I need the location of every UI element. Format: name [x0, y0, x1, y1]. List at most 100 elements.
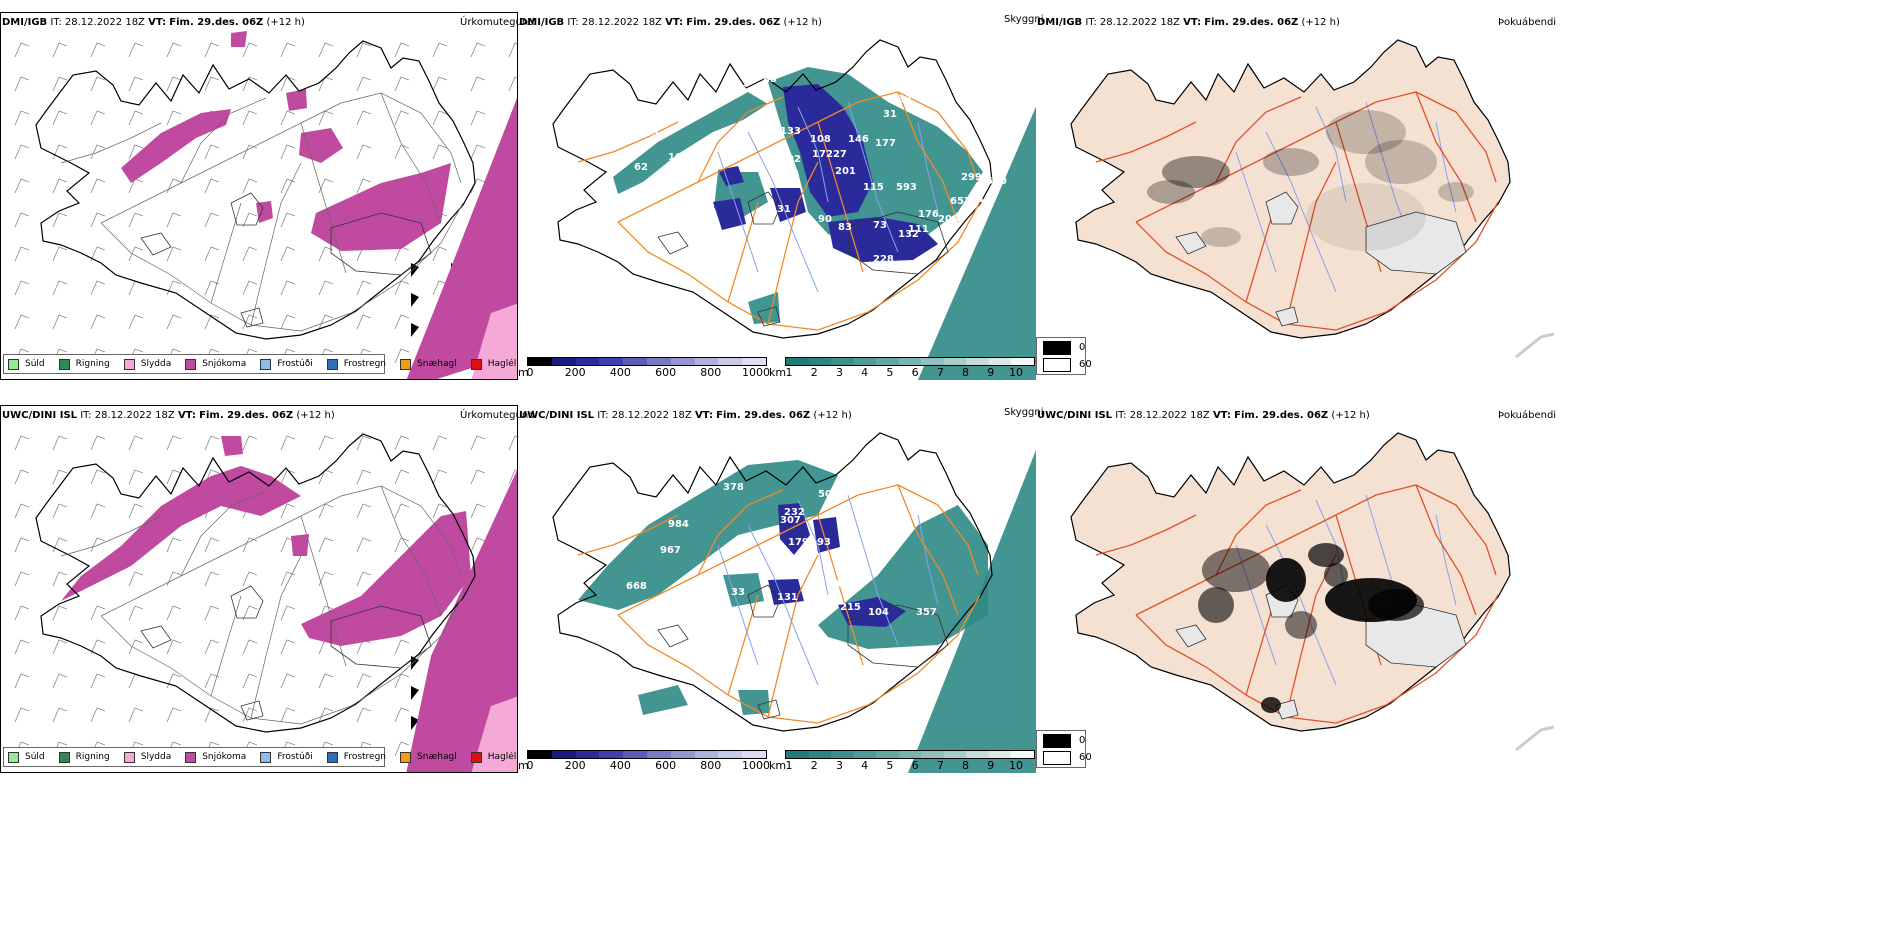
precip-map-dmi	[14, 31, 517, 379]
ceiling-label: 132	[898, 229, 919, 240]
precip-map-uwc	[14, 433, 517, 772]
fog-area	[1266, 558, 1306, 602]
colorbar-segment	[1011, 358, 1035, 365]
wind-barb	[128, 469, 144, 485]
colorbar-segment	[921, 751, 944, 758]
wind-barb	[394, 76, 410, 92]
wind-barb	[242, 639, 258, 655]
iceland-coastline	[35, 40, 476, 340]
wind-barb	[318, 435, 334, 451]
sleet-area	[471, 696, 517, 772]
colorbar-tick: 1	[785, 366, 793, 379]
ceiling-label: 62	[634, 162, 648, 173]
wind-barb	[14, 212, 30, 228]
precip-type-panel-dmi: Súld Rigning Slydda Snjókoma Frostúði Frostre…	[0, 12, 518, 380]
legend-label: Haglél	[487, 359, 517, 369]
fog-area	[1365, 140, 1437, 184]
road-line	[380, 485, 442, 617]
colorbar-segment	[943, 358, 967, 365]
wind-barb	[356, 571, 372, 587]
glacier-outline	[1365, 211, 1467, 275]
legend-swatch	[260, 358, 272, 370]
wind-barb	[128, 503, 144, 519]
fog-area	[1438, 182, 1474, 202]
colorbar-tick: 4	[861, 759, 869, 772]
wind-barb	[470, 178, 486, 194]
wind-barb	[128, 42, 144, 58]
ceiling-label: 104	[868, 607, 889, 618]
wind-barb	[280, 42, 296, 58]
colorbar-segment	[742, 358, 766, 365]
low-visibility-area	[613, 92, 768, 194]
glacier-outline	[140, 625, 172, 649]
colorbar-segment	[831, 751, 854, 758]
legend-swatch	[400, 751, 412, 763]
road-line	[300, 122, 347, 274]
wind-barb	[318, 178, 334, 194]
visibility-colorbar-2	[785, 750, 1035, 759]
colorbar-segment	[670, 358, 695, 365]
river-line	[1265, 524, 1337, 686]
precip-header-dmi: DMI/IGB IT: 28.12.2022 18Z VT: Fim. 29.d…	[2, 17, 305, 28]
colorbar-segment	[575, 358, 600, 365]
colorbar-tick: 800	[700, 759, 722, 772]
wind-barb	[14, 314, 30, 330]
precip-header-uwc: UWC/DINI ISL IT: 28.12.2022 18Z VT: Fim.…	[2, 410, 335, 421]
wind-barb	[356, 110, 372, 126]
legend-item: Snæhagl	[400, 751, 457, 763]
wind-barb	[318, 76, 334, 92]
glacier-outline	[240, 307, 264, 328]
wind-barb	[356, 42, 372, 58]
colorbar-tick: 10	[1009, 759, 1023, 772]
ceiling-label: 165	[668, 152, 689, 163]
wind-barb	[318, 246, 334, 262]
fog-area	[1515, 332, 1554, 359]
fog-legend-2: 0 60	[1036, 730, 1092, 768]
colorbar-tick: 600	[655, 366, 677, 379]
ceiling-label: 131	[777, 592, 798, 603]
wind-barb	[508, 42, 517, 58]
wind-barb	[52, 673, 68, 689]
glacier-outline	[140, 232, 172, 256]
road-line	[767, 161, 819, 325]
wind-flag	[411, 293, 419, 307]
wind-barb	[394, 314, 410, 330]
fog-title-dmi: Þokuábendi	[1498, 17, 1557, 28]
wind-barb	[318, 280, 334, 296]
glacier-outline	[330, 212, 432, 276]
wind-barb	[432, 110, 448, 126]
colorbar-tick: 200	[564, 759, 586, 772]
road-line	[697, 489, 784, 576]
river-line	[917, 514, 939, 606]
glacier-outline	[240, 700, 264, 721]
wind-barb	[204, 673, 220, 689]
ceiling-label: 31	[883, 109, 897, 120]
colorbar-segment	[808, 751, 832, 758]
wind-barb	[318, 314, 334, 330]
wind-barb	[242, 110, 258, 126]
wind-barb	[242, 144, 258, 160]
wind-barb	[14, 503, 30, 519]
precip-type-panel-uwc: Súld Rigning Slydda Snjókoma Frostúði Frostre…	[0, 405, 518, 773]
colorbar-segment	[876, 751, 899, 758]
glacier-outline	[1275, 306, 1299, 327]
colorbar-tick: 8	[962, 366, 970, 379]
fog-legend-1: 0 60	[1036, 337, 1092, 375]
wind-barb	[128, 76, 144, 92]
fog-panel-dmi	[1036, 12, 1554, 380]
glacier-outline	[230, 585, 264, 619]
ceiling-label: 177	[875, 138, 896, 149]
wind-barb	[204, 76, 220, 92]
visibility-colorbar-1	[785, 357, 1035, 366]
low-ceiling-area	[813, 517, 840, 553]
colorbar-segment	[898, 751, 922, 758]
cloud-title-dmi: Skyggni	[1004, 14, 1044, 25]
wind-barb	[204, 435, 220, 451]
snow-area	[256, 201, 273, 223]
wind-barb	[356, 707, 372, 723]
precip-title-dmi: Úrkomutegund	[460, 17, 535, 28]
river-line	[847, 101, 899, 253]
wind-barb	[356, 280, 372, 296]
